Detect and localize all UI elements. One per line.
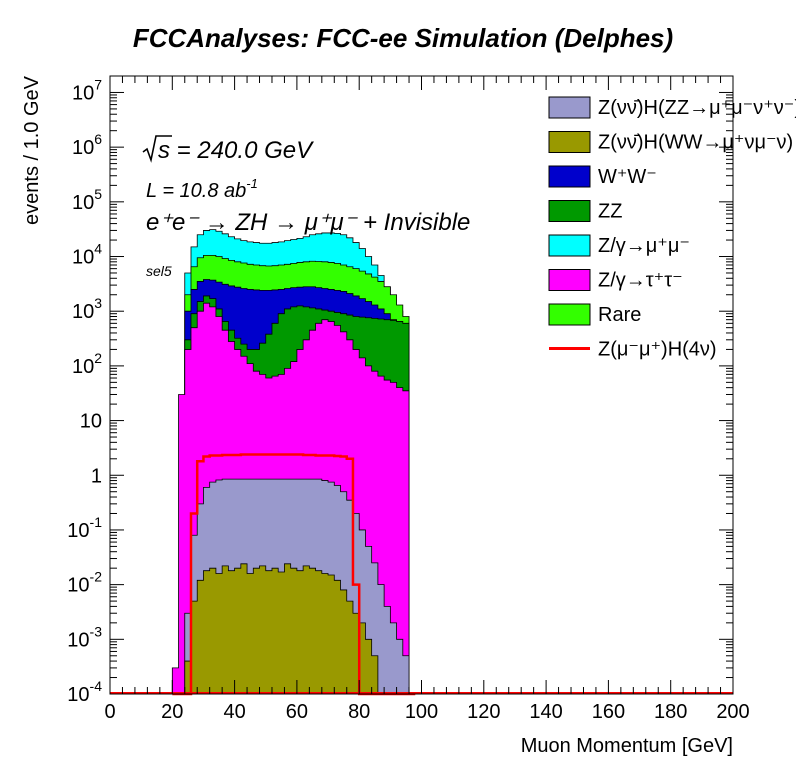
y-tick-label: 10-2 [67, 569, 102, 597]
y-tick-base: 10 [72, 356, 94, 378]
y-tick-base: 10 [67, 629, 89, 651]
x-axis-label: Muon Momentum [GeV] [521, 735, 733, 757]
lumi-text: L = 10.8 ab [146, 180, 246, 202]
legend-label: W⁺W⁻ [598, 166, 657, 188]
y-tick-base: 10 [80, 411, 102, 433]
y-tick-label: 1 [91, 465, 102, 487]
y-axis-label: events / 1.0 GeV [21, 75, 43, 225]
legend-label: Z(νν̄)H(WW→μ⁺νμ⁻ν) [598, 132, 793, 154]
process-label: e⁺e⁻ → ZH → μ⁺μ⁻ + Invisible [146, 209, 470, 236]
chart-title: FCCAnalyses: FCC-ee Simulation (Delphes) [133, 23, 673, 53]
y-tick-exponent: 7 [94, 76, 102, 92]
y-tick-label: 102 [72, 350, 102, 378]
y-tick-exponent: 4 [94, 241, 102, 257]
legend-swatch [548, 269, 591, 291]
sqrt-icon [142, 135, 172, 163]
lumi-exponent: -1 [246, 176, 258, 191]
legend-swatch [548, 303, 591, 326]
x-tick-label: 160 [592, 701, 625, 723]
y-tick-base: 10 [72, 192, 94, 214]
plot-area [110, 229, 733, 696]
y-tick-label: 10-1 [67, 514, 102, 542]
legend-swatch [548, 96, 591, 119]
sqrt-s-annotation: s = 240.0 GeV [142, 135, 314, 164]
x-axis: 0 20 40 60 80 100 120 140 160 180 200 [104, 76, 750, 723]
x-tick-label: 180 [654, 701, 687, 723]
legend-swatch [548, 200, 591, 222]
legend-label: Z(μ⁻μ⁺)H(4ν) [598, 339, 717, 361]
y-tick-base: 10 [67, 684, 89, 706]
legend-label: ZZ [598, 201, 622, 223]
y-tick-label: 10-3 [67, 623, 102, 651]
legend-label: Z/γ→τ⁺τ⁻ [598, 270, 683, 292]
x-tick-label: 140 [529, 701, 562, 723]
x-tick-label: 200 [716, 701, 749, 723]
y-tick-base: 1 [91, 465, 102, 487]
lumi-label: L = 10.8 ab-1 [146, 176, 258, 202]
legend: Z(νν̄)H(ZZ→μ⁺μ⁻ν⁺ν⁻) Z(νν̄)H(WW→μ⁺νμ⁻ν) W⁺… [548, 96, 796, 361]
legend-label: Z(νν̄)H(ZZ→μ⁺μ⁻ν⁺ν⁻) [598, 97, 796, 119]
y-tick-exponent: 3 [94, 295, 102, 311]
legend-swatch [548, 131, 591, 153]
legend-label: Z/γ→μ⁺μ⁻ [598, 235, 690, 257]
y-tick-exponent: -4 [90, 678, 103, 694]
y-tick-label: 10-4 [67, 678, 102, 706]
y-tick-label: 105 [72, 186, 102, 214]
y-tick-label: 107 [72, 76, 102, 104]
y-tick-base: 10 [72, 247, 94, 269]
y-tick-exponent: -1 [90, 514, 103, 530]
legend-label: Rare [598, 304, 641, 326]
y-tick-label: 103 [72, 295, 102, 323]
y-tick-label: 10 [80, 411, 102, 433]
x-tick-label: 100 [405, 701, 438, 723]
sqrt-s-label: s = 240.0 GeV [158, 137, 314, 164]
x-tick-label: 120 [467, 701, 500, 723]
x-tick-label: 40 [223, 701, 245, 723]
y-tick-exponent: 6 [94, 131, 102, 147]
x-tick-label: 0 [104, 701, 115, 723]
x-tick-label: 60 [286, 701, 308, 723]
x-tick-label: 20 [161, 701, 183, 723]
y-tick-label: 106 [72, 131, 102, 159]
x-tick-label: 80 [348, 701, 370, 723]
selection-label: sel5 [146, 263, 172, 279]
y-tick-base: 10 [72, 301, 94, 323]
y-tick-label: 104 [72, 241, 102, 269]
y-tick-base: 10 [67, 575, 89, 597]
y-tick-exponent: -2 [90, 569, 103, 585]
y-tick-exponent: 5 [94, 186, 102, 202]
area-zvvh-ww [172, 563, 416, 695]
legend-swatch [548, 165, 591, 188]
y-tick-base: 10 [72, 82, 94, 104]
y-tick-exponent: 2 [94, 350, 102, 366]
y-tick-exponent: -3 [90, 623, 103, 639]
y-tick-base: 10 [72, 137, 94, 159]
y-tick-base: 10 [67, 520, 89, 542]
legend-swatch [548, 234, 591, 257]
